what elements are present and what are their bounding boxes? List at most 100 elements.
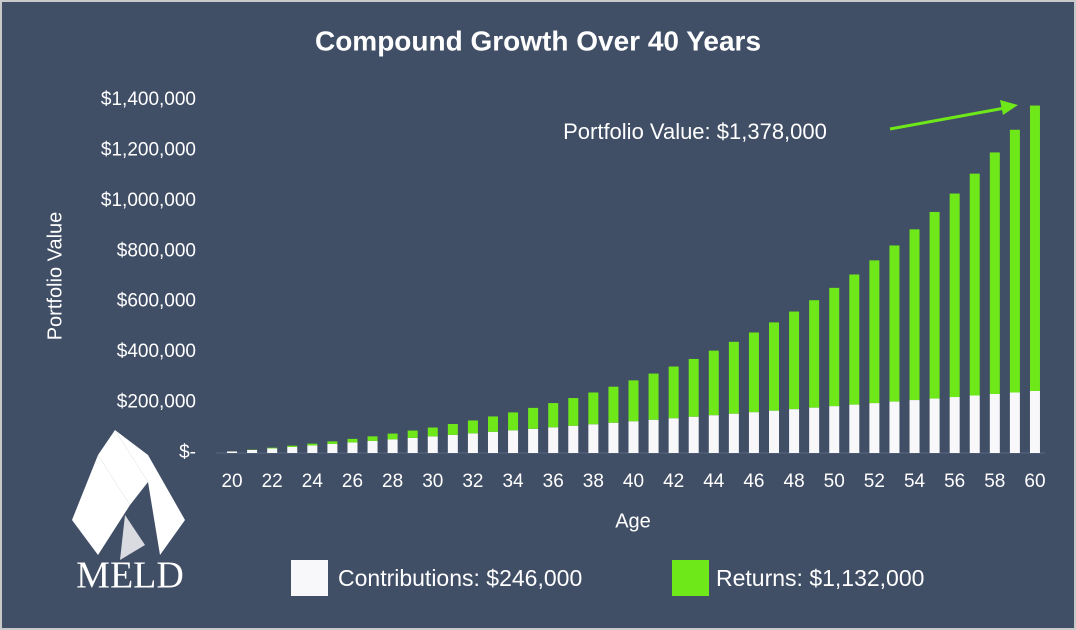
bar-segment xyxy=(287,445,298,447)
bar-segment xyxy=(427,427,438,437)
x-tick-label: 20 xyxy=(221,471,242,492)
y-axis-label: Portfolio Value xyxy=(44,212,66,341)
bar-segment xyxy=(708,350,719,416)
bar-segment xyxy=(869,403,880,453)
bar-segment xyxy=(528,407,539,429)
bar-segment xyxy=(789,409,800,453)
bar-segment xyxy=(568,398,579,426)
bar-segment xyxy=(628,380,639,422)
bar-segment xyxy=(708,415,719,453)
bar-segment xyxy=(568,425,579,453)
bar-segment xyxy=(909,229,920,401)
x-tick-label: 36 xyxy=(543,471,564,492)
bar-segment xyxy=(588,392,599,425)
bar-segment xyxy=(688,416,699,453)
y-tick-label: $1,400,000 xyxy=(101,89,196,110)
bar-segment xyxy=(989,393,1000,453)
x-tick-label: 58 xyxy=(984,471,1005,492)
bar-segment xyxy=(748,332,759,413)
bar-segment xyxy=(407,430,418,438)
logo-text: MELD xyxy=(76,555,184,597)
bar-segment xyxy=(1029,105,1040,391)
bar-segment xyxy=(487,416,498,432)
bar-segment xyxy=(668,418,679,453)
bar-segment xyxy=(227,451,238,453)
bar-segment xyxy=(528,428,539,453)
bar-segment xyxy=(949,397,960,453)
bar-segment xyxy=(367,440,378,453)
bar-segment xyxy=(849,274,860,405)
logo: MELD xyxy=(72,430,185,597)
y-tick-label: $600,000 xyxy=(117,291,196,312)
bar-segment xyxy=(447,434,458,453)
bar-segment xyxy=(247,449,258,453)
x-tick-label: 22 xyxy=(262,471,283,492)
legend-label: Contributions: $246,000 xyxy=(338,565,582,591)
bar-segment xyxy=(769,410,780,453)
bar-segment xyxy=(949,193,960,398)
bar-segment xyxy=(789,311,800,410)
bar-segment xyxy=(447,424,458,435)
legend-swatch xyxy=(672,560,709,596)
x-tick-label: 38 xyxy=(583,471,604,492)
x-tick-label: 50 xyxy=(824,471,845,492)
bar-segment xyxy=(909,400,920,453)
y-tick-label: $- xyxy=(179,442,196,463)
x-tick-label: 28 xyxy=(382,471,403,492)
x-axis-label: Age xyxy=(615,510,651,532)
bar-segment xyxy=(608,422,619,453)
bar-segment xyxy=(728,413,739,453)
y-tick-label: $800,000 xyxy=(117,240,196,261)
bar-segment xyxy=(467,420,478,434)
bar-segment xyxy=(548,427,559,453)
legend-swatch xyxy=(291,560,328,596)
bar-segment xyxy=(769,322,780,411)
y-tick-label: $200,000 xyxy=(117,392,196,413)
x-tick-label: 48 xyxy=(784,471,805,492)
bar-segment xyxy=(548,403,559,428)
x-tick-label: 60 xyxy=(1024,471,1045,492)
bar-segment xyxy=(688,358,699,417)
y-tick-label: $1,000,000 xyxy=(101,190,196,211)
x-tick-label: 34 xyxy=(502,471,524,492)
bar-segment xyxy=(969,395,980,453)
bar-segment xyxy=(929,211,940,399)
bar-segment xyxy=(367,436,378,441)
bar-segment xyxy=(588,424,599,453)
x-tick-label: 24 xyxy=(302,471,324,492)
x-tick-label: 30 xyxy=(422,471,443,492)
bar-segment xyxy=(467,433,478,453)
bar-segment xyxy=(969,173,980,396)
bar-segment xyxy=(668,366,679,419)
y-tick-label: $400,000 xyxy=(117,341,196,362)
bar-segment xyxy=(628,421,639,453)
bar-segment xyxy=(347,438,358,443)
x-tick-label: 32 xyxy=(462,471,483,492)
bar-segment xyxy=(287,446,298,453)
bar-segment xyxy=(427,436,438,453)
y-tick-label: $1,200,000 xyxy=(101,139,196,160)
bar-segment xyxy=(829,287,840,407)
legend-label: Returns: $1,132,000 xyxy=(716,565,924,591)
bar-segment xyxy=(608,386,619,423)
x-tick-label: 44 xyxy=(703,471,725,492)
bar-segment xyxy=(849,404,860,453)
annotation-arrow xyxy=(889,100,1018,131)
x-tick-label: 52 xyxy=(864,471,885,492)
bar-segment xyxy=(728,341,739,414)
x-tick-label: 40 xyxy=(623,471,644,492)
bar-segment xyxy=(307,443,318,446)
x-tick-label: 42 xyxy=(663,471,684,492)
bar-segment xyxy=(327,443,338,453)
x-tick-label: 56 xyxy=(944,471,965,492)
bar-segment xyxy=(748,412,759,453)
annotation: Portfolio Value: $1,378,000 xyxy=(563,119,827,144)
bar-segment xyxy=(508,412,519,431)
x-tick-label: 54 xyxy=(904,471,926,492)
bar-segment xyxy=(809,300,820,408)
bar-segment xyxy=(648,419,659,453)
bar-segment xyxy=(327,441,338,444)
bar-segment xyxy=(267,447,278,449)
